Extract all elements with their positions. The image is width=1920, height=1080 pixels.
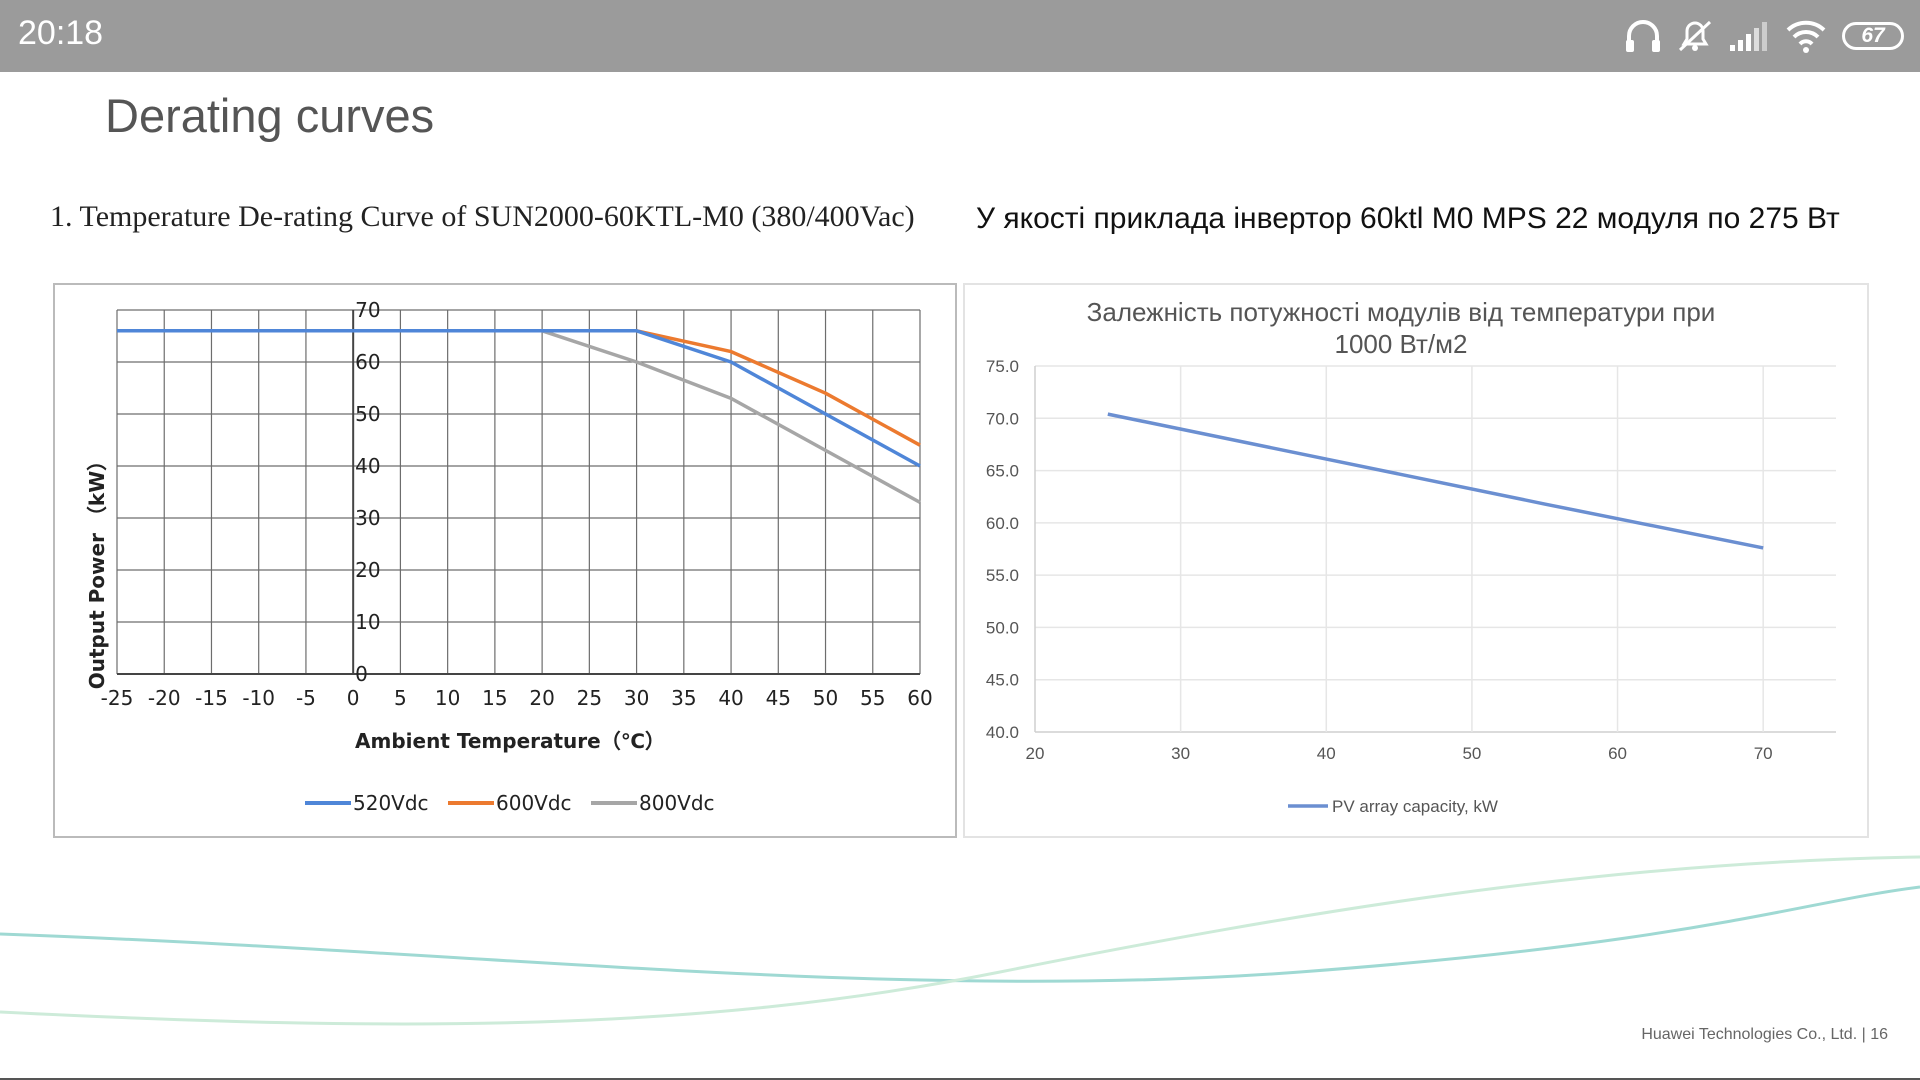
- bottom-border: [0, 1078, 1920, 1080]
- status-icons: 67: [1624, 12, 1904, 60]
- chart-1-x-tick-label: 0: [347, 686, 360, 710]
- chart-1-legend: 520Vdc 600Vdc 800Vdc: [305, 791, 715, 815]
- chart-1-x-tick-label: -15: [195, 686, 228, 710]
- chart-2-y-tick-label: 40.0: [986, 723, 1019, 742]
- chart-1-ylabel: Output Power （kW）: [85, 451, 109, 690]
- chart-1-x-tick-label: -20: [148, 686, 181, 710]
- chart-2-y-tick-label: 55.0: [986, 566, 1019, 585]
- chart-2-series-line: [1107, 412, 1764, 550]
- slide-canvas: -25 -20 -15 -10 -5 0 5 10 15 20 25 30 35 40 45 50 55 60 0 1…: [0, 283, 1920, 1026]
- chart-2-y-tick-label: 75.0: [986, 357, 1019, 376]
- chart-1-series: [117, 329, 921, 504]
- chart-2-title-line-2: 1000 Вт/м2: [1334, 329, 1467, 359]
- chart-2-title-line-1: Залежність потужності модулів від темпер…: [1087, 297, 1716, 327]
- chart-2-x-tick-label: 60: [1608, 744, 1627, 763]
- chart-1-y-tick-label: 30: [355, 506, 380, 530]
- chart-1-x-tick-label: -5: [296, 686, 316, 710]
- chart-1-x-tick-label: -25: [101, 686, 134, 710]
- status-time: 20:18: [18, 14, 104, 52]
- chart-1-y-tick-label: 0: [355, 662, 368, 686]
- signal-icon: [1728, 19, 1770, 53]
- chart-1-series-line-520Vdc: [117, 329, 921, 468]
- caption-right: У якості приклада інвертор 60ktl M0 MPS …: [976, 202, 1840, 235]
- caption-left: 1. Temperature De-rating Curve of SUN200…: [50, 200, 915, 233]
- chart-2-y-tick-label: 45.0: [986, 671, 1019, 690]
- footer: Huawei Technologies Co., Ltd. | 16: [1641, 1026, 1888, 1043]
- chart-1-y-tick-label: 60: [355, 350, 380, 374]
- chart-1-grid: [116, 309, 921, 675]
- mute-icon: [1676, 18, 1714, 54]
- chart-1-y-tick-label: 40: [355, 454, 380, 478]
- decorative-waves: [0, 855, 1920, 1026]
- chart-2-x-tick-label: 50: [1462, 744, 1481, 763]
- chart-1-y-tick-label: 20: [355, 558, 380, 582]
- battery-icon: 67: [1842, 22, 1904, 50]
- chart-1-x-tick-label: 60: [907, 686, 932, 710]
- chart-1-x-tick-label: 35: [671, 686, 696, 710]
- pv-power-chart: Залежність потужності модулів від темпер…: [986, 297, 1836, 816]
- derating-chart: -25 -20 -15 -10 -5 0 5 10 15 20 25 30 35 40 45 50 55 60 0 1…: [85, 298, 933, 815]
- chart-1-labels: -25 -20 -15 -10 -5 0 5 10 15 20 25 30 35 40 45 50 55 60 0 1…: [101, 298, 933, 710]
- chart-1-legend-label: 800Vdc: [639, 791, 715, 815]
- slide: Derating curves 1. Temperature De-rating…: [0, 72, 1920, 1080]
- battery-level: 67: [1861, 24, 1885, 47]
- chart-2-grid: [1034, 365, 1836, 733]
- chart-1-x-tick-label: 25: [577, 686, 602, 710]
- headphones-icon: [1624, 18, 1662, 54]
- chart-1-x-tick-label: 40: [718, 686, 743, 710]
- chart-2-frame: [963, 283, 1869, 838]
- chart-2-x-tick-label: 30: [1171, 744, 1190, 763]
- chart-2-x-tick-label: 70: [1754, 744, 1773, 763]
- chart-1-x-tick-label: 5: [394, 686, 407, 710]
- chart-2-series: [1107, 412, 1764, 550]
- chart-1-x-tick-label: 15: [482, 686, 507, 710]
- chart-2-legend-label: PV array capacity, kW: [1332, 797, 1498, 816]
- chart-2-y-tick-label: 70.0: [986, 409, 1019, 428]
- chart-2-legend: PV array capacity, kW: [1288, 797, 1498, 816]
- chart-1-x-tick-label: 50: [813, 686, 838, 710]
- chart-1-legend-label: 600Vdc: [496, 791, 572, 815]
- chart-1-y-tick-label: 70: [355, 298, 380, 322]
- chart-1-x-tick-label: 55: [860, 686, 885, 710]
- chart-1-series-line-800Vdc: [117, 329, 921, 504]
- chart-2-y-tick-label: 65.0: [986, 462, 1019, 481]
- chart-1-xlabel: Ambient Temperature（℃）: [355, 729, 665, 753]
- chart-1-x-tick-label: 10: [435, 686, 460, 710]
- chart-1-legend-label: 520Vdc: [353, 791, 429, 815]
- chart-1-x-tick-label: 45: [766, 686, 791, 710]
- chart-2-labels: 40.0 45.0 50.0 55.0 60.0 65.0 70.0 75.0 20 30 40 50…: [986, 357, 1773, 763]
- chart-1-x-tick-label: -10: [242, 686, 275, 710]
- slide-title: Derating curves: [105, 89, 435, 142]
- chart-2-x-tick-label: 20: [1026, 744, 1045, 763]
- chart-1-series-line-600Vdc: [117, 329, 921, 447]
- chart-1-y-tick-label: 50: [355, 402, 380, 426]
- chart-1-x-tick-label: 30: [624, 686, 649, 710]
- chart-1-x-tick-label: 20: [529, 686, 554, 710]
- chart-1-frame: [53, 283, 957, 838]
- wifi-icon: [1784, 18, 1828, 54]
- chart-1-y-tick-label: 10: [355, 610, 380, 634]
- status-bar: 20:18 67: [0, 0, 1920, 72]
- chart-2-y-tick-label: 50.0: [986, 618, 1019, 637]
- chart-2-x-tick-label: 40: [1317, 744, 1336, 763]
- chart-2-y-tick-label: 60.0: [986, 514, 1019, 533]
